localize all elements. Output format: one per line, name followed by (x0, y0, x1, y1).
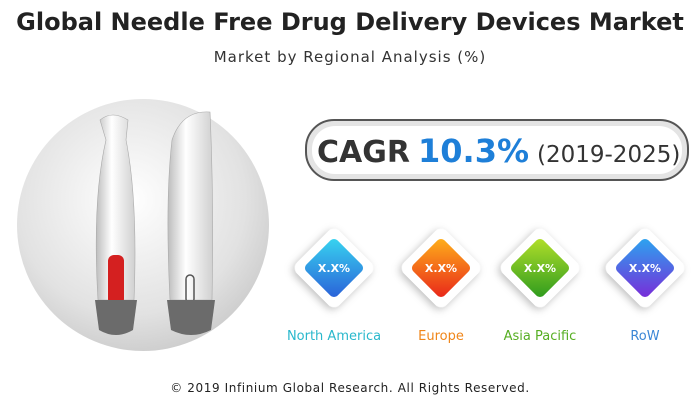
region-name: RoW (630, 329, 659, 344)
region-value: X.X% (318, 262, 350, 275)
region-name: North America (287, 329, 381, 344)
diamond (411, 238, 471, 298)
cagr-period: (2019-2025) (537, 142, 680, 168)
footer: © 2019 Infinium Global Research. All Rig… (170, 381, 530, 395)
cagr-box: CAGR 10.3% (2019-2025) (305, 119, 689, 181)
regions: X.X% North America X.X% Europe X.X% Asia Paci… (287, 228, 685, 344)
subtitle: Market by Regional Analysis (%) (214, 48, 487, 66)
region-value: X.X% (524, 262, 556, 275)
region-value: X.X% (629, 262, 661, 275)
diamond (510, 238, 570, 298)
cagr-value: 10.3% (418, 132, 529, 170)
title: Global Needle Free Drug Delivery Devices… (16, 8, 684, 36)
diamond (304, 238, 364, 298)
region-name: Asia Pacific (504, 329, 577, 344)
diamond (615, 238, 675, 298)
cagr-label: CAGR (317, 135, 410, 170)
region-name: Europe (418, 329, 464, 344)
product-image (17, 99, 269, 351)
region-value: X.X% (425, 262, 457, 275)
